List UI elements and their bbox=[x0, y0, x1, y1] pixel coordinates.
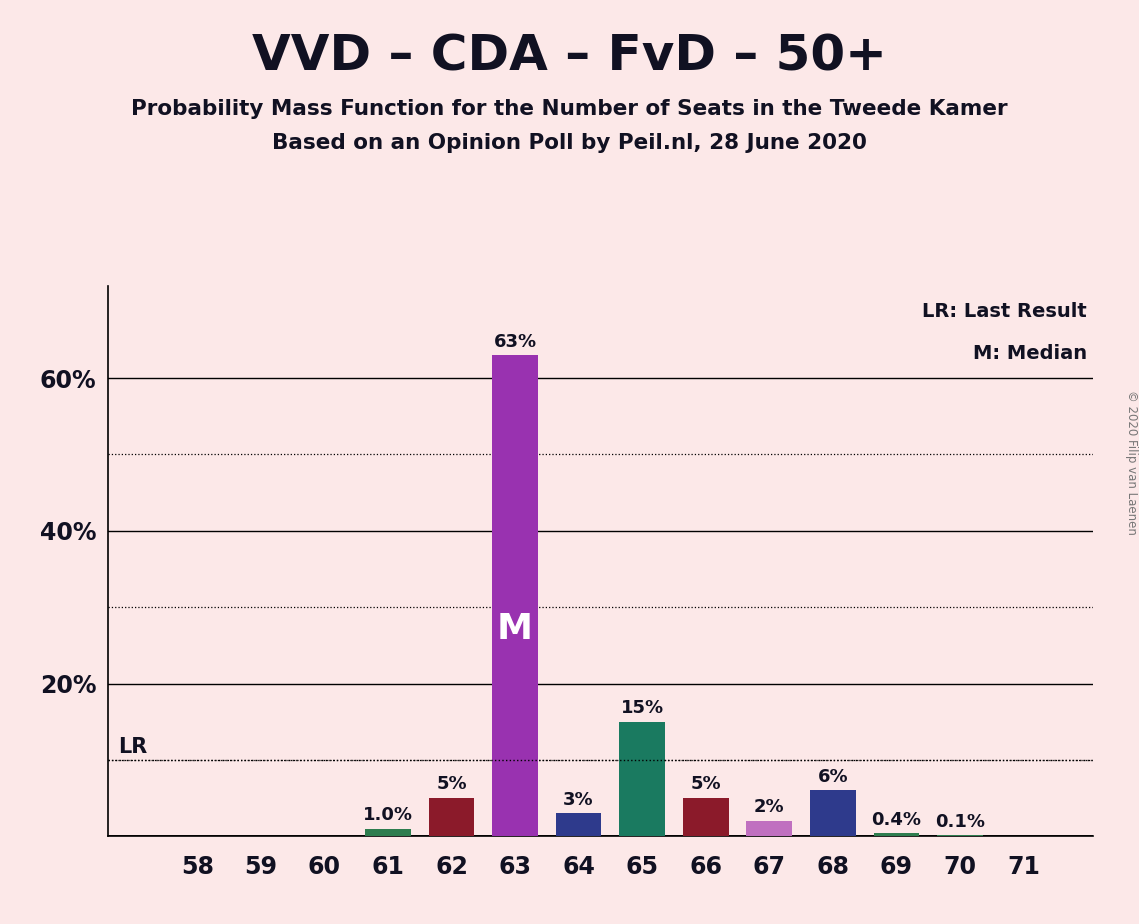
Bar bbox=[364, 829, 411, 836]
Text: 6%: 6% bbox=[818, 768, 849, 785]
Bar bbox=[620, 722, 665, 836]
Text: 2%: 2% bbox=[754, 798, 785, 817]
Text: 3%: 3% bbox=[564, 791, 593, 808]
Text: 5%: 5% bbox=[690, 775, 721, 794]
Text: LR: LR bbox=[117, 736, 147, 757]
Text: M: Median: M: Median bbox=[973, 344, 1087, 363]
Bar bbox=[810, 790, 855, 836]
Bar bbox=[682, 798, 729, 836]
Bar bbox=[556, 813, 601, 836]
Text: 5%: 5% bbox=[436, 775, 467, 794]
Text: M: M bbox=[497, 613, 533, 647]
Text: © 2020 Filip van Laenen: © 2020 Filip van Laenen bbox=[1124, 390, 1138, 534]
Bar bbox=[492, 355, 538, 836]
Text: LR: Last Result: LR: Last Result bbox=[923, 302, 1087, 321]
Text: 0.1%: 0.1% bbox=[935, 813, 985, 831]
Bar bbox=[746, 821, 792, 836]
Text: Based on an Opinion Poll by Peil.nl, 28 June 2020: Based on an Opinion Poll by Peil.nl, 28 … bbox=[272, 133, 867, 153]
Text: 1.0%: 1.0% bbox=[363, 806, 412, 824]
Text: 0.4%: 0.4% bbox=[871, 810, 921, 829]
Text: 15%: 15% bbox=[621, 699, 664, 717]
Text: 63%: 63% bbox=[493, 333, 536, 350]
Text: Probability Mass Function for the Number of Seats in the Tweede Kamer: Probability Mass Function for the Number… bbox=[131, 99, 1008, 119]
Bar bbox=[874, 833, 919, 836]
Text: VVD – CDA – FvD – 50+: VVD – CDA – FvD – 50+ bbox=[252, 32, 887, 80]
Bar bbox=[428, 798, 474, 836]
